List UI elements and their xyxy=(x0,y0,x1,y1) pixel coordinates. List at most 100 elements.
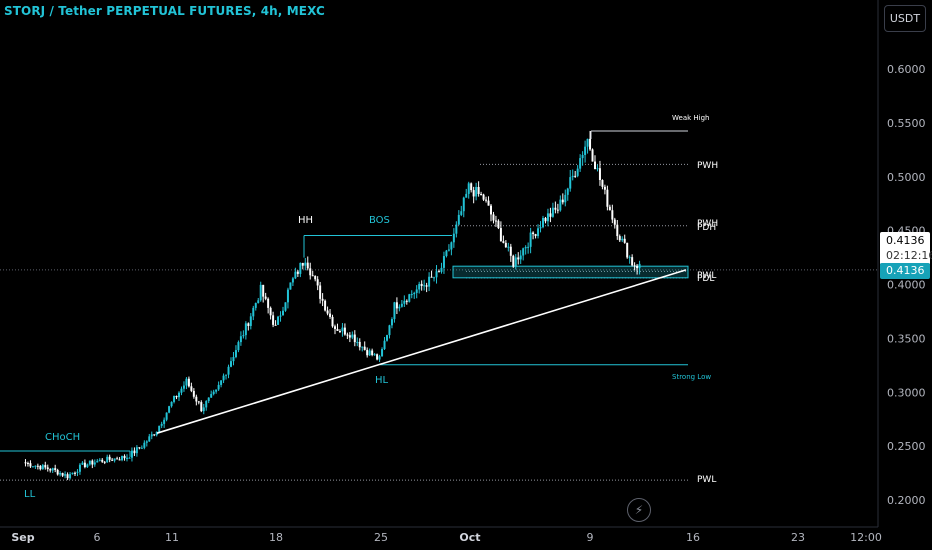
candle-body xyxy=(324,300,327,311)
ll-label: LL xyxy=(24,489,36,500)
candle-body xyxy=(470,183,473,191)
pwh-label: PWH xyxy=(697,161,718,171)
candle-body xyxy=(403,300,406,304)
candle-body xyxy=(158,425,161,432)
candle-body xyxy=(413,292,416,295)
candle-body xyxy=(140,447,143,449)
candle-body xyxy=(504,242,507,248)
candle-body xyxy=(638,263,641,269)
candle-body xyxy=(358,341,361,348)
candle-body xyxy=(450,242,453,250)
candle-body xyxy=(445,250,448,257)
candle-body xyxy=(215,389,218,392)
candle-body xyxy=(346,334,349,336)
candle-body xyxy=(232,357,235,362)
candle-body xyxy=(101,459,104,462)
currency-button[interactable]: USDT xyxy=(884,5,926,32)
candle-body xyxy=(576,168,579,176)
candle-body xyxy=(150,434,153,437)
pdh-label: PDH xyxy=(697,223,716,233)
time-tick-label: 18 xyxy=(269,531,283,544)
candle-body xyxy=(121,455,124,461)
candle-body xyxy=(86,464,89,468)
candle-body xyxy=(455,224,458,234)
candle-body xyxy=(225,374,228,376)
candle-body xyxy=(544,217,547,222)
candle-body xyxy=(26,462,29,464)
candle-body xyxy=(494,220,497,222)
candle-body xyxy=(304,262,307,266)
candle-body xyxy=(559,199,562,211)
candle-body xyxy=(628,257,631,259)
candle-body xyxy=(331,316,334,327)
candle-body xyxy=(631,257,634,266)
candle-body xyxy=(334,326,336,329)
candle-body xyxy=(326,310,329,314)
candle-body xyxy=(61,473,64,476)
candle-body xyxy=(608,206,611,211)
candle-body xyxy=(282,310,284,316)
candle-body xyxy=(309,268,312,276)
candle-body xyxy=(425,285,428,287)
current-price-badge: 0.4136 xyxy=(880,263,930,279)
candle-body xyxy=(485,199,488,201)
candle-body xyxy=(400,303,403,307)
candle-body xyxy=(393,302,396,320)
candle-body xyxy=(477,186,480,195)
candle-body xyxy=(351,334,354,338)
candle-body xyxy=(66,474,69,479)
candle-body xyxy=(69,474,72,479)
candle-body xyxy=(338,331,341,333)
candle-body xyxy=(160,423,163,426)
candle-body xyxy=(185,378,188,386)
candle-body xyxy=(566,188,569,195)
candle-body xyxy=(497,220,500,229)
candle-body xyxy=(492,214,495,221)
candle-body xyxy=(418,283,421,290)
last-price-value: 0.4136 xyxy=(886,234,925,247)
candle-body xyxy=(529,232,532,247)
candle-body xyxy=(254,303,257,308)
candle-body xyxy=(143,442,146,448)
candle-body xyxy=(343,327,346,335)
candle-body xyxy=(284,302,287,311)
candle-body xyxy=(361,346,364,348)
candle-body xyxy=(59,473,62,475)
candle-body xyxy=(182,385,185,389)
candle-body xyxy=(269,307,272,316)
candle-body xyxy=(584,146,587,155)
candle-body xyxy=(321,298,324,301)
candle-body xyxy=(64,474,67,476)
candle-body xyxy=(435,271,438,278)
candle-body xyxy=(230,361,232,367)
candle-body xyxy=(197,401,200,403)
candle-body xyxy=(546,213,549,222)
pwh-overlap-label: PWH xyxy=(697,219,718,229)
candle-body xyxy=(145,441,148,443)
candle-body xyxy=(311,275,314,277)
candle-body xyxy=(88,460,91,465)
candle-body xyxy=(252,307,255,317)
candle-body xyxy=(244,323,247,336)
candle-body xyxy=(556,209,559,211)
candle-body xyxy=(571,175,574,178)
candle-body xyxy=(596,168,599,170)
candle-body xyxy=(126,457,128,459)
candle-body xyxy=(329,313,332,317)
hh-label: HH xyxy=(298,215,313,226)
candle-body xyxy=(507,246,510,248)
candle-body xyxy=(534,234,537,237)
candle-body xyxy=(465,193,468,198)
candle-body xyxy=(589,138,592,150)
candle-body xyxy=(163,419,166,424)
candle-body xyxy=(24,462,27,464)
candle-body xyxy=(49,469,52,471)
price-tick-label: 0.3000 xyxy=(887,386,926,399)
candle-body xyxy=(46,467,49,470)
candle-body xyxy=(616,224,619,237)
candle-body xyxy=(447,249,450,251)
candle-body xyxy=(259,284,262,301)
lightning-icon[interactable]: ⚡ xyxy=(627,498,651,522)
candle-body xyxy=(532,232,535,235)
